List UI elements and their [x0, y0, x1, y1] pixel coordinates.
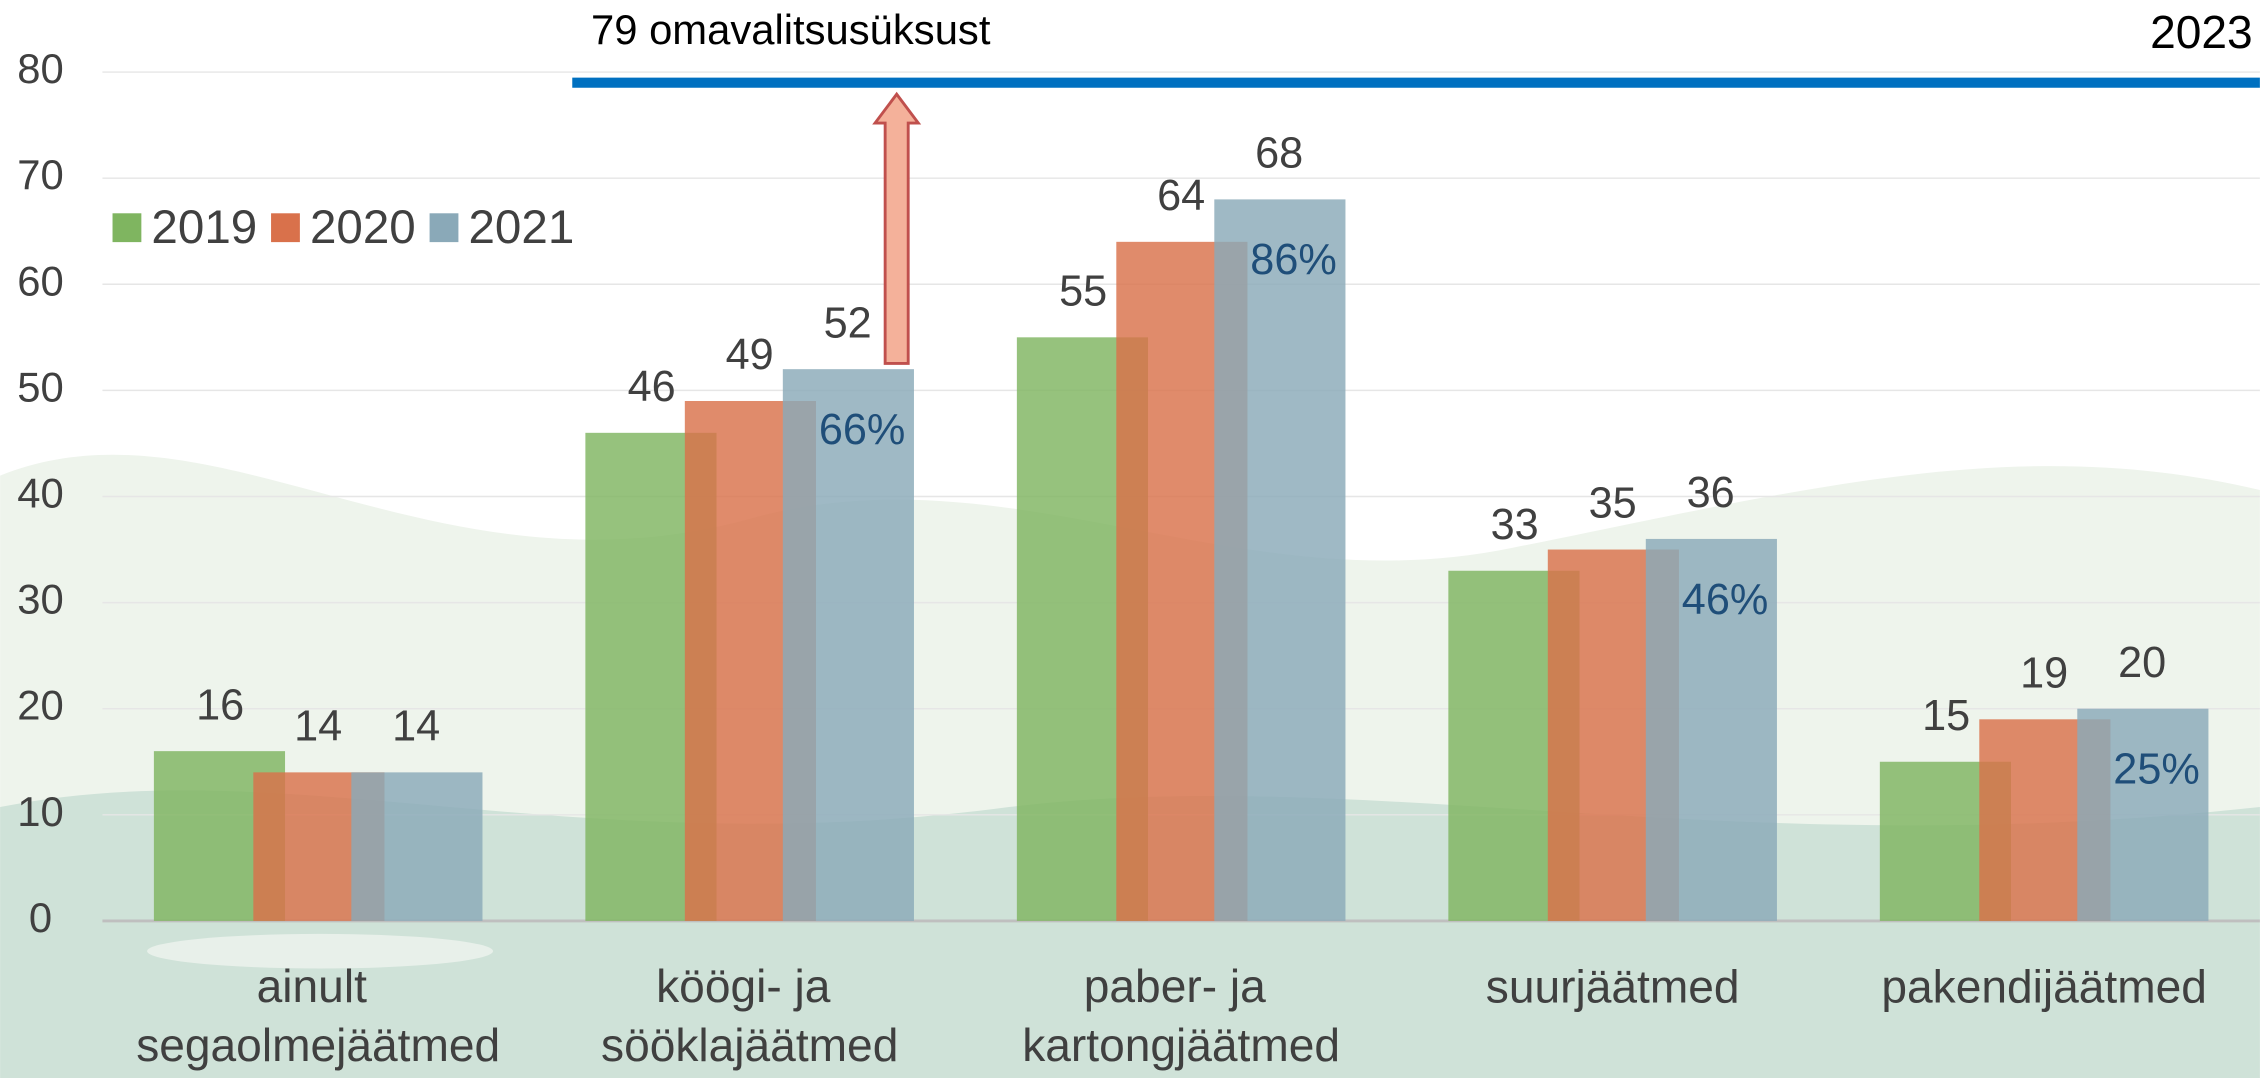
y-tick-label: 50: [17, 363, 63, 410]
legend-label: 2019: [151, 201, 257, 254]
data-label: 16: [196, 681, 244, 729]
y-tick-label: 70: [17, 151, 63, 198]
bar: [1214, 199, 1346, 921]
percent-label: 86%: [1250, 236, 1337, 284]
data-label: 14: [392, 703, 440, 751]
percent-label: 46%: [1682, 576, 1769, 624]
data-label: 36: [1687, 469, 1735, 517]
data-label: 52: [824, 299, 872, 347]
data-label: 33: [1491, 501, 1539, 549]
legend-label: 2021: [469, 201, 575, 254]
y-tick-label: 0: [29, 894, 52, 941]
data-label: 64: [1157, 172, 1205, 220]
data-label: 49: [726, 331, 774, 379]
y-tick-label: 10: [17, 788, 63, 835]
percent-label: 66%: [819, 406, 906, 454]
arrow: [872, 91, 922, 365]
y-tick-label: 20: [17, 682, 63, 729]
y-tick-label: 30: [17, 576, 63, 623]
x-tick-label: paber- ja kartongjäätmed: [1022, 960, 1340, 1071]
data-label: 19: [2020, 649, 2068, 697]
bar: [2077, 708, 2209, 921]
bar: [782, 369, 914, 921]
legend-swatch: [429, 213, 459, 243]
legend-label: 2020: [310, 201, 416, 254]
data-label: 55: [1059, 268, 1107, 316]
legend-swatch: [271, 213, 300, 243]
data-label: 15: [1922, 692, 1970, 740]
data-label: 46: [628, 363, 676, 411]
x-tick-label: suurjäätmed: [1486, 960, 1740, 1012]
x-tick-label: pakendijäätmed: [1881, 960, 2207, 1012]
percent-label: 25%: [2113, 746, 2200, 794]
bar: [1645, 538, 1777, 921]
x-tick-label: ainult segaolmejäätmed: [136, 960, 500, 1071]
bar: [351, 772, 483, 921]
reference-label: 79 omavalitsusüksust: [591, 6, 991, 53]
reference-name: 2023: [2150, 6, 2253, 58]
x-tick-label: köögi- ja sööklajäätmed: [601, 960, 898, 1071]
background-shape: [147, 933, 493, 969]
data-label: 35: [1589, 480, 1637, 528]
legend-swatch: [112, 213, 142, 243]
data-label: 14: [294, 703, 342, 751]
y-tick-label: 40: [17, 470, 63, 517]
data-label: 20: [2118, 639, 2166, 687]
y-tick-label: 80: [17, 45, 63, 92]
data-label: 68: [1255, 130, 1303, 178]
y-tick-label: 60: [17, 257, 63, 304]
